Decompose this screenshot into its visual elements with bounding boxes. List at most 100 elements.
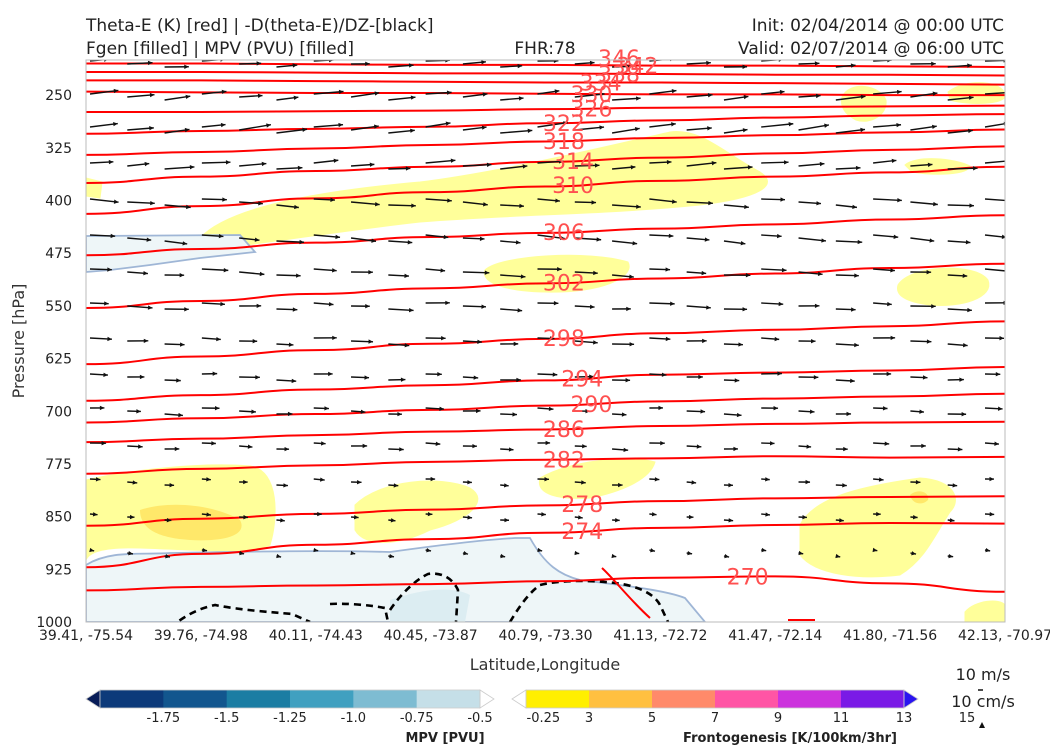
theta-e-contour	[86, 128, 1005, 156]
theta-e-contour	[86, 495, 1005, 527]
wind-vector-shaft	[462, 163, 492, 167]
wind-vector-head	[481, 304, 487, 309]
wind-vector-head	[738, 342, 743, 347]
wind-vector-head	[783, 160, 789, 165]
wind-vector-head	[743, 94, 749, 100]
y-tick-label: 700	[45, 404, 72, 420]
wind-vector-shaft	[798, 124, 830, 131]
wind-vector-head	[815, 93, 821, 99]
wind-vector-head	[1005, 198, 1010, 202]
wind-vector-head	[362, 443, 368, 449]
wind-vector-head	[390, 518, 396, 523]
wind-vector-head	[508, 447, 514, 452]
theta-e-contour-label: 290	[570, 393, 612, 418]
wind-vector-shaft	[574, 93, 605, 98]
wind-vector-head	[932, 91, 938, 96]
wind-vector-head	[365, 61, 370, 67]
wind-vector-head	[805, 479, 811, 485]
wind-vector-head	[356, 480, 362, 485]
wind-vector-head	[887, 60, 892, 63]
theta-e-contour-label: 298	[543, 327, 585, 352]
wind-vector-head	[707, 93, 713, 98]
theta-e-contour-label: 338	[598, 63, 640, 88]
vector-reference-key: 10 m/s 10 cm/s	[951, 665, 1015, 728]
forecast-hour-label: FHR:78	[514, 39, 575, 59]
wind-vector-head	[927, 162, 933, 167]
wind-vector-head	[467, 515, 473, 520]
colorbar-tick-label: -1.25	[273, 711, 307, 726]
wind-vector-head	[517, 308, 523, 313]
wind-vector-head	[223, 267, 229, 273]
wind-vector-head	[555, 198, 560, 203]
wind-vector-head	[184, 307, 189, 312]
wind-vector-head	[516, 377, 521, 383]
wind-vector-head	[179, 272, 185, 278]
wind-vector-head	[243, 479, 248, 485]
wind-vector-head	[553, 301, 559, 306]
wind-vector-head	[477, 339, 482, 344]
y-tick-label: 775	[45, 457, 72, 473]
mpv-colorbar-title: MPV [PVU]	[405, 731, 484, 746]
wind-vector-head	[744, 204, 749, 210]
wind-vector-head	[578, 515, 583, 520]
wind-vector-head	[995, 372, 1001, 377]
wind-vector-head	[296, 273, 301, 278]
wind-vector-head	[651, 512, 657, 517]
wind-vector-head	[333, 158, 339, 163]
wind-vector-head	[931, 124, 937, 130]
wind-vector-head	[178, 412, 183, 418]
wind-vector-head	[139, 374, 145, 380]
theta-e-contour	[86, 214, 1005, 257]
wind-vector-head	[855, 165, 861, 171]
wind-vector-head	[745, 273, 751, 278]
colorbar-tick-label: -0.25	[527, 711, 561, 726]
wind-vector-head	[769, 441, 775, 446]
wind-vector-head	[184, 127, 190, 133]
wind-vector-head	[1001, 234, 1005, 240]
wind-vector-shaft	[835, 95, 866, 101]
colorbar-swatch	[526, 690, 590, 708]
wind-vector-shaft	[350, 201, 380, 206]
vector-ref-horizontal: 10 m/s	[956, 665, 1011, 684]
wind-vector-shaft	[612, 97, 641, 101]
wind-vector-head	[574, 550, 580, 556]
wind-vector-head	[482, 92, 488, 97]
theta-e-contour-label: 286	[543, 418, 585, 443]
wind-vector-shaft	[350, 92, 380, 98]
wind-vector-head	[765, 512, 770, 517]
wind-vector-head	[522, 164, 528, 169]
wind-vector-head	[243, 515, 248, 520]
title-left-line-2: Fgen [filled] | MPV (PVU) [filled]	[86, 39, 354, 59]
wind-vector-shaft	[276, 240, 305, 243]
wind-vector-head	[1003, 300, 1005, 306]
valid-time-label: Valid: 02/07/2014 @ 06:00 UTC	[738, 39, 1004, 59]
wind-vector-head	[860, 127, 866, 133]
colorbar-tick-label: 13	[896, 711, 913, 726]
wind-vector-head	[706, 305, 711, 310]
theta-e-contour	[86, 79, 1005, 86]
wind-vector-head	[660, 440, 665, 446]
colorbar-swatch	[416, 690, 481, 708]
wind-vector-shaft	[873, 90, 902, 95]
wind-vector-head	[399, 447, 404, 452]
wind-vector-head	[728, 482, 733, 488]
wind-vector-head	[440, 268, 446, 273]
wind-vector-head	[445, 300, 450, 306]
theta-e-contour-label: 306	[543, 221, 585, 246]
x-tick-label: 41.80, -71.56	[843, 628, 937, 644]
wind-vector-head	[857, 239, 863, 245]
wind-vector-head	[302, 127, 308, 132]
wind-vector-head	[589, 374, 594, 379]
wind-vector-head	[839, 518, 844, 523]
plot-frame	[85, 59, 1006, 623]
wind-vector-head	[280, 518, 285, 523]
wind-vector-head	[364, 375, 370, 380]
theta-e-contour-label: 342	[616, 54, 658, 79]
theta-e-contour	[86, 262, 1005, 309]
wind-vector-head	[405, 166, 411, 171]
wind-vector-head	[854, 342, 859, 348]
wind-vector-shaft	[835, 128, 866, 134]
wind-vector-head	[103, 372, 108, 377]
fgen-region	[199, 131, 768, 251]
wind-vector-head	[554, 89, 560, 94]
